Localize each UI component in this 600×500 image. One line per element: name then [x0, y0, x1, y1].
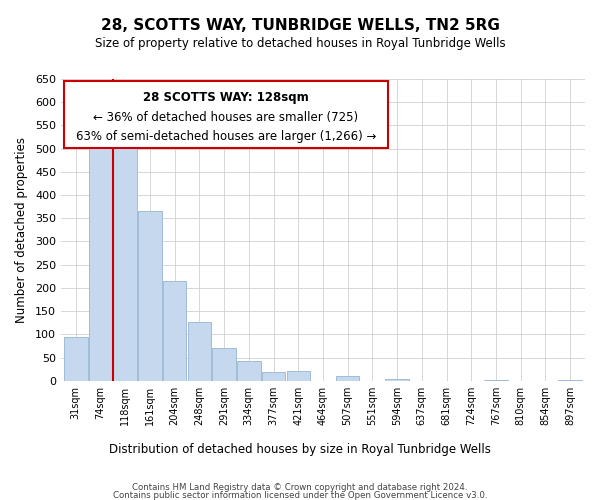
Y-axis label: Number of detached properties: Number of detached properties	[15, 137, 28, 323]
Bar	[188, 322, 211, 381]
Bar	[113, 134, 137, 381]
Bar	[212, 348, 236, 381]
Text: Distribution of detached houses by size in Royal Tunbridge Wells: Distribution of detached houses by size …	[109, 442, 491, 456]
Bar	[64, 336, 88, 381]
Bar	[262, 372, 285, 381]
Bar	[163, 281, 187, 381]
Bar	[138, 212, 161, 381]
Bar	[287, 371, 310, 381]
Bar	[89, 144, 112, 381]
Bar	[237, 361, 260, 381]
Text: ← 36% of detached houses are smaller (725): ← 36% of detached houses are smaller (72…	[94, 110, 359, 124]
Text: 28, SCOTTS WAY, TUNBRIDGE WELLS, TN2 5RG: 28, SCOTTS WAY, TUNBRIDGE WELLS, TN2 5RG	[101, 18, 499, 32]
Bar	[336, 376, 359, 381]
Text: 63% of semi-detached houses are larger (1,266) →: 63% of semi-detached houses are larger (…	[76, 130, 376, 143]
Text: 28 SCOTTS WAY: 128sqm: 28 SCOTTS WAY: 128sqm	[143, 91, 309, 104]
FancyBboxPatch shape	[64, 80, 388, 148]
Bar	[385, 380, 409, 381]
Text: Contains public sector information licensed under the Open Government Licence v3: Contains public sector information licen…	[113, 491, 487, 500]
Bar	[484, 380, 508, 381]
Bar	[559, 380, 582, 381]
Text: Contains HM Land Registry data © Crown copyright and database right 2024.: Contains HM Land Registry data © Crown c…	[132, 482, 468, 492]
Text: Size of property relative to detached houses in Royal Tunbridge Wells: Size of property relative to detached ho…	[95, 38, 505, 51]
